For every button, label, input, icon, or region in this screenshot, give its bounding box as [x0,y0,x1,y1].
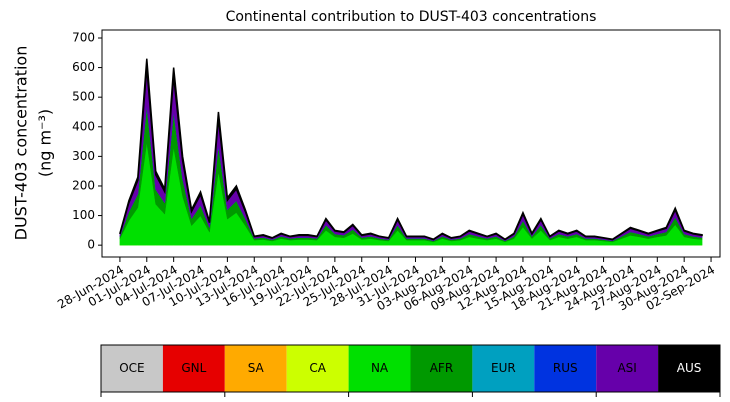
legend-label: EUR [491,361,516,375]
legend-swatch [534,345,597,392]
legend-label: GNL [181,361,206,375]
y-tick-label: 200 [72,178,95,192]
legend-label: AFR [430,361,453,375]
y-tick-label: 700 [72,30,95,44]
legend-label: CA [309,361,326,375]
plot-frame [101,29,721,258]
legend-swatch [472,345,535,392]
legend-label: OCE [119,361,144,375]
area [119,142,703,246]
legend-label: AUS [677,361,702,375]
y-axis-label: DUST-403 concentration [12,46,31,241]
chart-title: Continental contribution to DUST-403 con… [226,9,597,25]
legend-swatch [348,345,411,392]
legend-swatch [410,345,473,392]
legend-swatch [101,345,163,392]
y-tick-label: 400 [72,119,95,133]
y-tick-label: 500 [72,90,95,104]
legend-swatch [658,345,720,392]
legend-swatch [224,345,287,392]
y-tick-label: 300 [72,149,95,163]
y-tick-label: 0 [87,238,95,252]
legend-frame [100,344,721,393]
legend-label: RUS [553,361,578,375]
y-tick-label: 600 [72,60,95,74]
legend-label: NA [371,361,389,375]
legend-swatch [162,345,225,392]
legend-label: ASI [617,361,636,375]
legend-swatch [286,345,349,392]
y-tick-label: 100 [72,208,95,222]
area [119,58,703,241]
y-axis-label: (ng m⁻³) [36,109,55,177]
legend-label: SA [248,361,265,375]
legend-swatch [596,345,659,392]
